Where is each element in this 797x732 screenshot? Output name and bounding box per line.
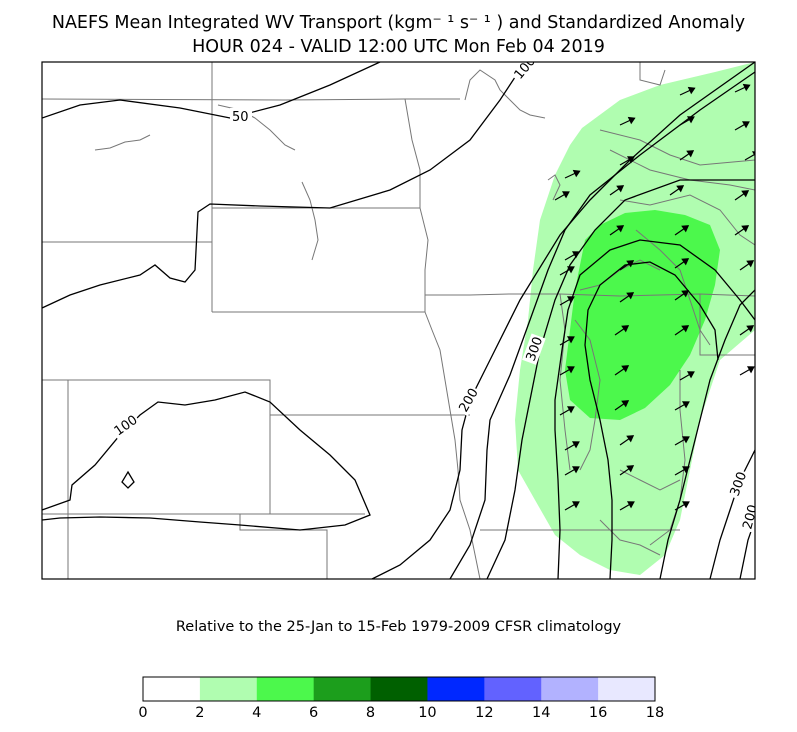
transport-vector-head	[741, 121, 750, 129]
transport-vector-head	[676, 185, 685, 193]
contour-400-inner	[584, 261, 719, 579]
transport-vector-head	[571, 441, 580, 449]
transport-vector-head	[626, 156, 635, 164]
map-title-line1: NAEFS Mean Integrated WV Transport (kgm⁻…	[51, 13, 746, 33]
transport-vector-head	[572, 169, 581, 178]
transport-vector-head	[686, 371, 695, 379]
transport-vector-head	[627, 116, 636, 125]
transport-vector-head	[681, 501, 690, 509]
transport-vector-head	[566, 336, 575, 344]
transport-vector-head	[616, 225, 625, 233]
transport-vector-head	[566, 266, 575, 274]
colorbar-cell	[484, 677, 542, 701]
transport-vector-head	[681, 466, 690, 474]
transport-vector-head	[687, 86, 696, 95]
ivt-contours	[42, 62, 755, 579]
colorbar-cell	[427, 677, 485, 701]
wv-transport-vectors	[554, 83, 755, 511]
transport-vector-head	[621, 400, 630, 408]
colorbar-cell	[541, 677, 599, 701]
transport-vector-head	[681, 258, 690, 266]
contour-100-closed	[42, 391, 371, 531]
transport-vector-head	[571, 501, 580, 509]
transport-vector-head	[742, 83, 751, 92]
transport-vector-head	[686, 150, 695, 158]
colorbar-cell	[199, 677, 258, 701]
map-frame	[41, 61, 756, 580]
colorbar-tick-label: 12	[475, 705, 494, 721]
transport-vector-head	[746, 325, 755, 333]
transport-vector-head	[686, 116, 695, 124]
colorbar-cell	[598, 677, 656, 701]
colorbar-tick-label: 2	[195, 705, 205, 721]
colorbar-cell	[370, 677, 428, 701]
colorbar-cell	[143, 677, 201, 701]
contour-300-main	[486, 179, 755, 579]
contour-300-inner	[554, 239, 755, 579]
transport-vector-head	[626, 435, 635, 443]
ivt-map: 50 100 100 200 300 300 200	[41, 61, 761, 580]
contour-label-200-east: 200	[740, 503, 761, 531]
transport-vector-head	[621, 365, 630, 373]
transport-vector-head	[681, 436, 690, 444]
colorbar-frame	[142, 676, 656, 702]
contour-50-north	[42, 62, 381, 119]
transport-vector-head	[566, 366, 575, 374]
contour-300-east	[659, 289, 755, 579]
transport-vector-head	[566, 406, 575, 414]
transport-vector-head	[626, 501, 635, 509]
transport-vector-head	[746, 366, 755, 374]
transport-vector-head	[681, 325, 690, 333]
transport-vector-head	[741, 190, 750, 198]
colorbar-tick-label: 10	[418, 705, 437, 721]
colorbar-tick-label: 4	[252, 705, 262, 721]
transport-vector-head	[566, 296, 575, 304]
colorbar-tick-label: 8	[365, 705, 376, 721]
contour-100-south	[371, 62, 755, 579]
transport-vector	[744, 153, 755, 161]
transport-vector-head	[741, 225, 750, 233]
colorbar-cell	[313, 677, 372, 701]
colorbar-tick-label: 0	[138, 705, 148, 721]
climatology-note: Relative to the 25-Jan to 15-Feb 1979-20…	[175, 619, 622, 635]
transport-vector-head	[746, 260, 755, 268]
contour-100-small	[121, 470, 135, 489]
transport-vector-head	[626, 260, 635, 268]
contour-200-west	[449, 71, 755, 579]
contour-200-east	[709, 449, 755, 579]
transport-vector-head	[626, 292, 635, 300]
transport-vector-head	[616, 185, 625, 193]
colorbar-tick-label: 16	[588, 705, 608, 721]
transport-vector-head	[571, 466, 580, 474]
transport-vector-head	[626, 465, 635, 473]
map-title-line2: HOUR 024 - VALID 12:00 UTC Mon Feb 04 20…	[192, 37, 605, 57]
colorbar-tick-label: 6	[309, 705, 319, 721]
transport-vector-head	[681, 401, 690, 409]
colorbar-cell	[256, 677, 315, 701]
transport-vector-head	[681, 225, 690, 233]
contour-50-mid	[42, 62, 526, 309]
colorbar-tick-label: 14	[531, 705, 551, 721]
contour-label-50: 50	[232, 110, 249, 125]
anomaly-region-4-6	[565, 210, 720, 420]
state-boundaries	[42, 62, 755, 579]
transport-vector-head	[571, 251, 580, 259]
transport-vector-head	[561, 191, 570, 199]
transport-vector-head	[621, 325, 630, 333]
colorbar-tick-label: 18	[645, 705, 665, 721]
transport-vector-head	[681, 290, 690, 298]
